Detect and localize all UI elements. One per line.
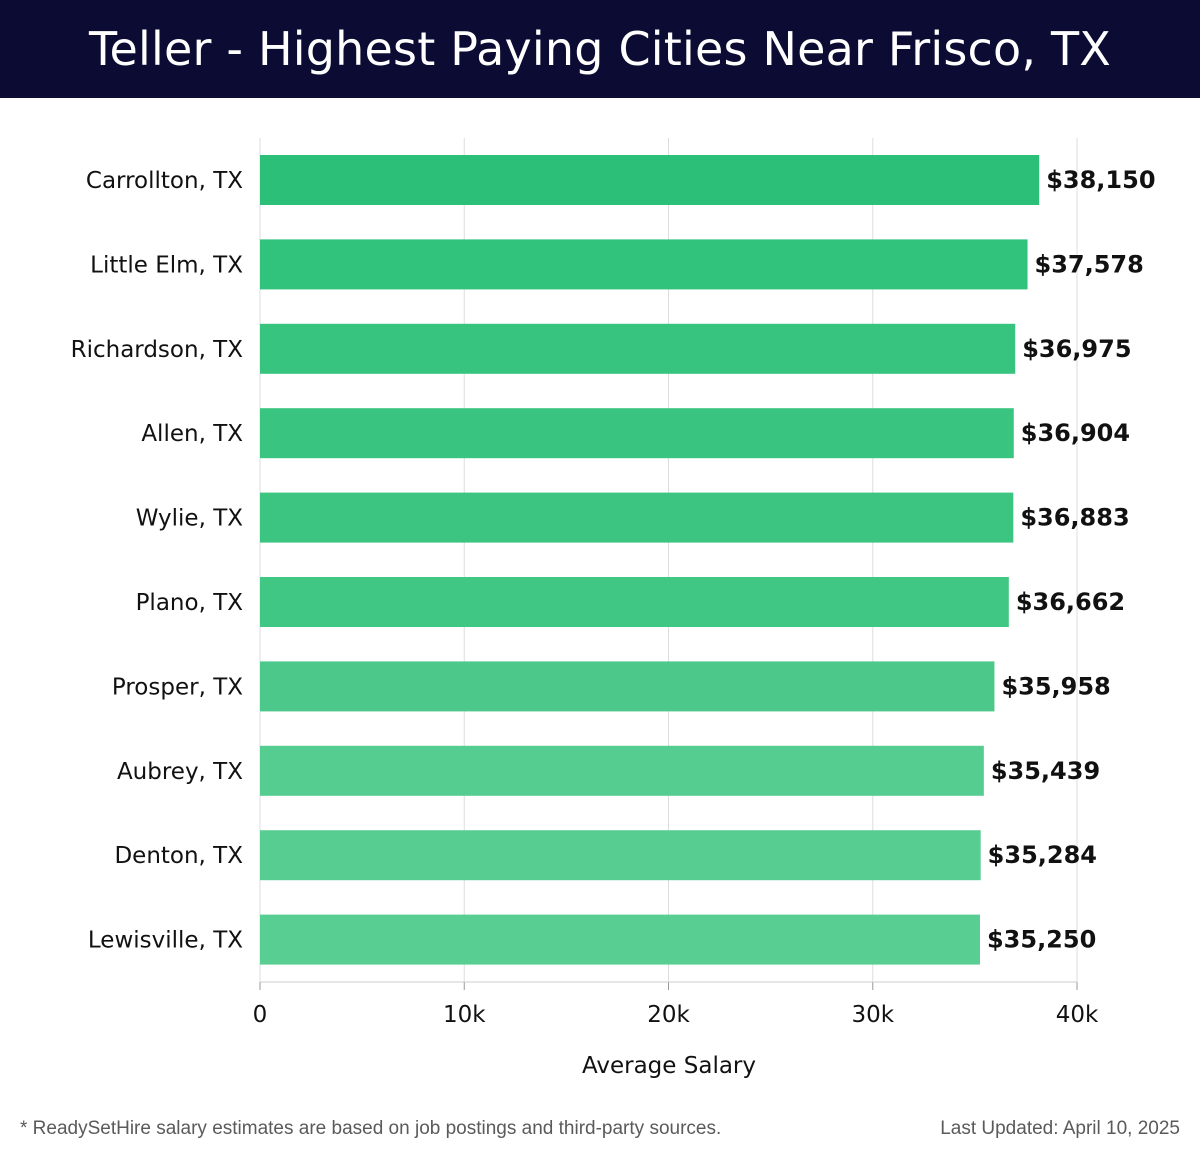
x-tick-label: 40k — [1056, 1002, 1099, 1028]
bar — [260, 239, 1028, 290]
value-labels: $38,150 $37,578 $36,975 $36,904 $36,883 $36,6… — [987, 166, 1156, 954]
category-label: Little Elm, TX — [90, 252, 243, 278]
data-label: $36,975 — [1022, 335, 1131, 363]
data-label: $35,250 — [987, 926, 1096, 954]
category-label: Prosper, TX — [112, 674, 243, 700]
bar-chart: Carrollton, TX Little Elm, TX Richardson, … — [71, 138, 1156, 1079]
data-label: $35,958 — [1001, 672, 1110, 700]
data-label: $38,150 — [1046, 166, 1155, 194]
bar — [260, 745, 984, 796]
category-label: Lewisville, TX — [88, 928, 243, 954]
x-tick-label: 20k — [647, 1002, 690, 1028]
bar — [260, 830, 981, 881]
category-labels: Carrollton, TX Little Elm, TX Richardson, … — [71, 168, 244, 954]
bar — [260, 577, 1009, 627]
category-label: Plano, TX — [136, 590, 244, 616]
category-label: Allen, TX — [141, 421, 243, 447]
category-label: Denton, TX — [114, 843, 243, 869]
x-axis: 0 10k 20k 30k 40k — [253, 981, 1099, 1028]
chart-header: Teller - Highest Paying Cities Near Fris… — [0, 0, 1200, 98]
data-label: $35,284 — [988, 841, 1097, 869]
data-label: $35,439 — [991, 757, 1100, 785]
data-label: $37,578 — [1035, 250, 1144, 278]
bar — [260, 323, 1016, 374]
data-label: $36,883 — [1020, 504, 1129, 532]
category-label: Aubrey, TX — [117, 759, 243, 785]
bar — [260, 914, 980, 965]
chart-title: Teller - Highest Paying Cities Near Fris… — [89, 22, 1111, 76]
footer-disclaimer: * ReadySetHire salary estimates are base… — [20, 1118, 722, 1139]
category-label: Richardson, TX — [71, 337, 244, 363]
x-axis-label: Average Salary — [582, 1053, 756, 1079]
x-tick-label: 30k — [851, 1002, 894, 1028]
x-tick-label: 10k — [443, 1002, 486, 1028]
data-label: $36,904 — [1021, 419, 1130, 447]
bars — [260, 155, 1040, 965]
bar — [260, 155, 1040, 205]
bar — [260, 408, 1014, 459]
data-label: $36,662 — [1016, 588, 1125, 616]
bar — [260, 492, 1014, 543]
x-tick-label: 0 — [253, 1002, 268, 1028]
category-label: Carrollton, TX — [86, 168, 243, 194]
category-label: Wylie, TX — [136, 506, 244, 532]
footer-last-updated: Last Updated: April 10, 2025 — [940, 1118, 1180, 1139]
bar — [260, 661, 995, 712]
